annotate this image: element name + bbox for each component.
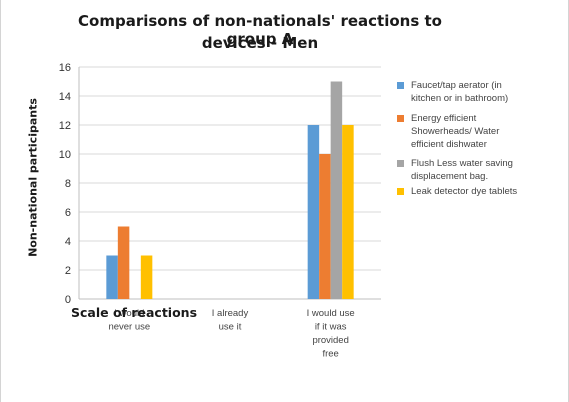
x-tick-label: I would use [307,308,355,319]
x-tick-label: if it was [315,322,347,333]
chart-title-line1: Comparisons of non-nationals' reactions … [78,12,442,48]
bar [307,125,320,299]
x-tick-label: I would [114,308,144,319]
y-tick-label: 2 [65,265,71,277]
legend-entry: Faucet/tap aerator (in [411,80,502,91]
chart-title-line2: devices - Men [201,34,319,52]
legend-entry: Leak detector dye tablets [411,186,517,197]
y-axis-label: Non-national participants [26,98,40,257]
legend-entry: displacement bag. [411,171,488,182]
y-tick-label: 16 [59,62,71,74]
bar [342,125,354,299]
x-tick-label: free [322,349,338,360]
y-tick-label: 8 [65,178,71,190]
x-tick-label: provided [312,335,348,346]
legend-entry: kitchen or in bathroom) [411,93,508,104]
bar [319,154,331,299]
x-tick-label: never use [108,322,150,333]
x-axis-label: Scale of reactions [71,305,198,320]
legend-entry: Showerheads/ Water [411,126,499,137]
y-tick-label: 10 [59,149,71,161]
bar [330,81,343,299]
legend-entry: Flush Less water saving [411,158,513,169]
legend-entry: efficient dishwater [411,139,487,150]
legend-swatch [397,82,404,89]
bar [106,255,118,299]
legend-swatch [397,160,404,167]
legend-swatch [397,188,404,195]
y-tick-label: 14 [59,91,71,103]
y-tick-label: 0 [65,294,71,306]
x-tick-label: use it [219,322,242,333]
legend-swatch [397,115,404,122]
bar [140,255,153,299]
y-tick-label: 12 [59,120,71,132]
bar [117,226,130,299]
x-tick-label: I already [212,308,249,319]
legend-entry: Energy efficient [411,113,477,124]
y-tick-label: 4 [65,236,71,248]
y-tick-label: 6 [65,207,71,219]
